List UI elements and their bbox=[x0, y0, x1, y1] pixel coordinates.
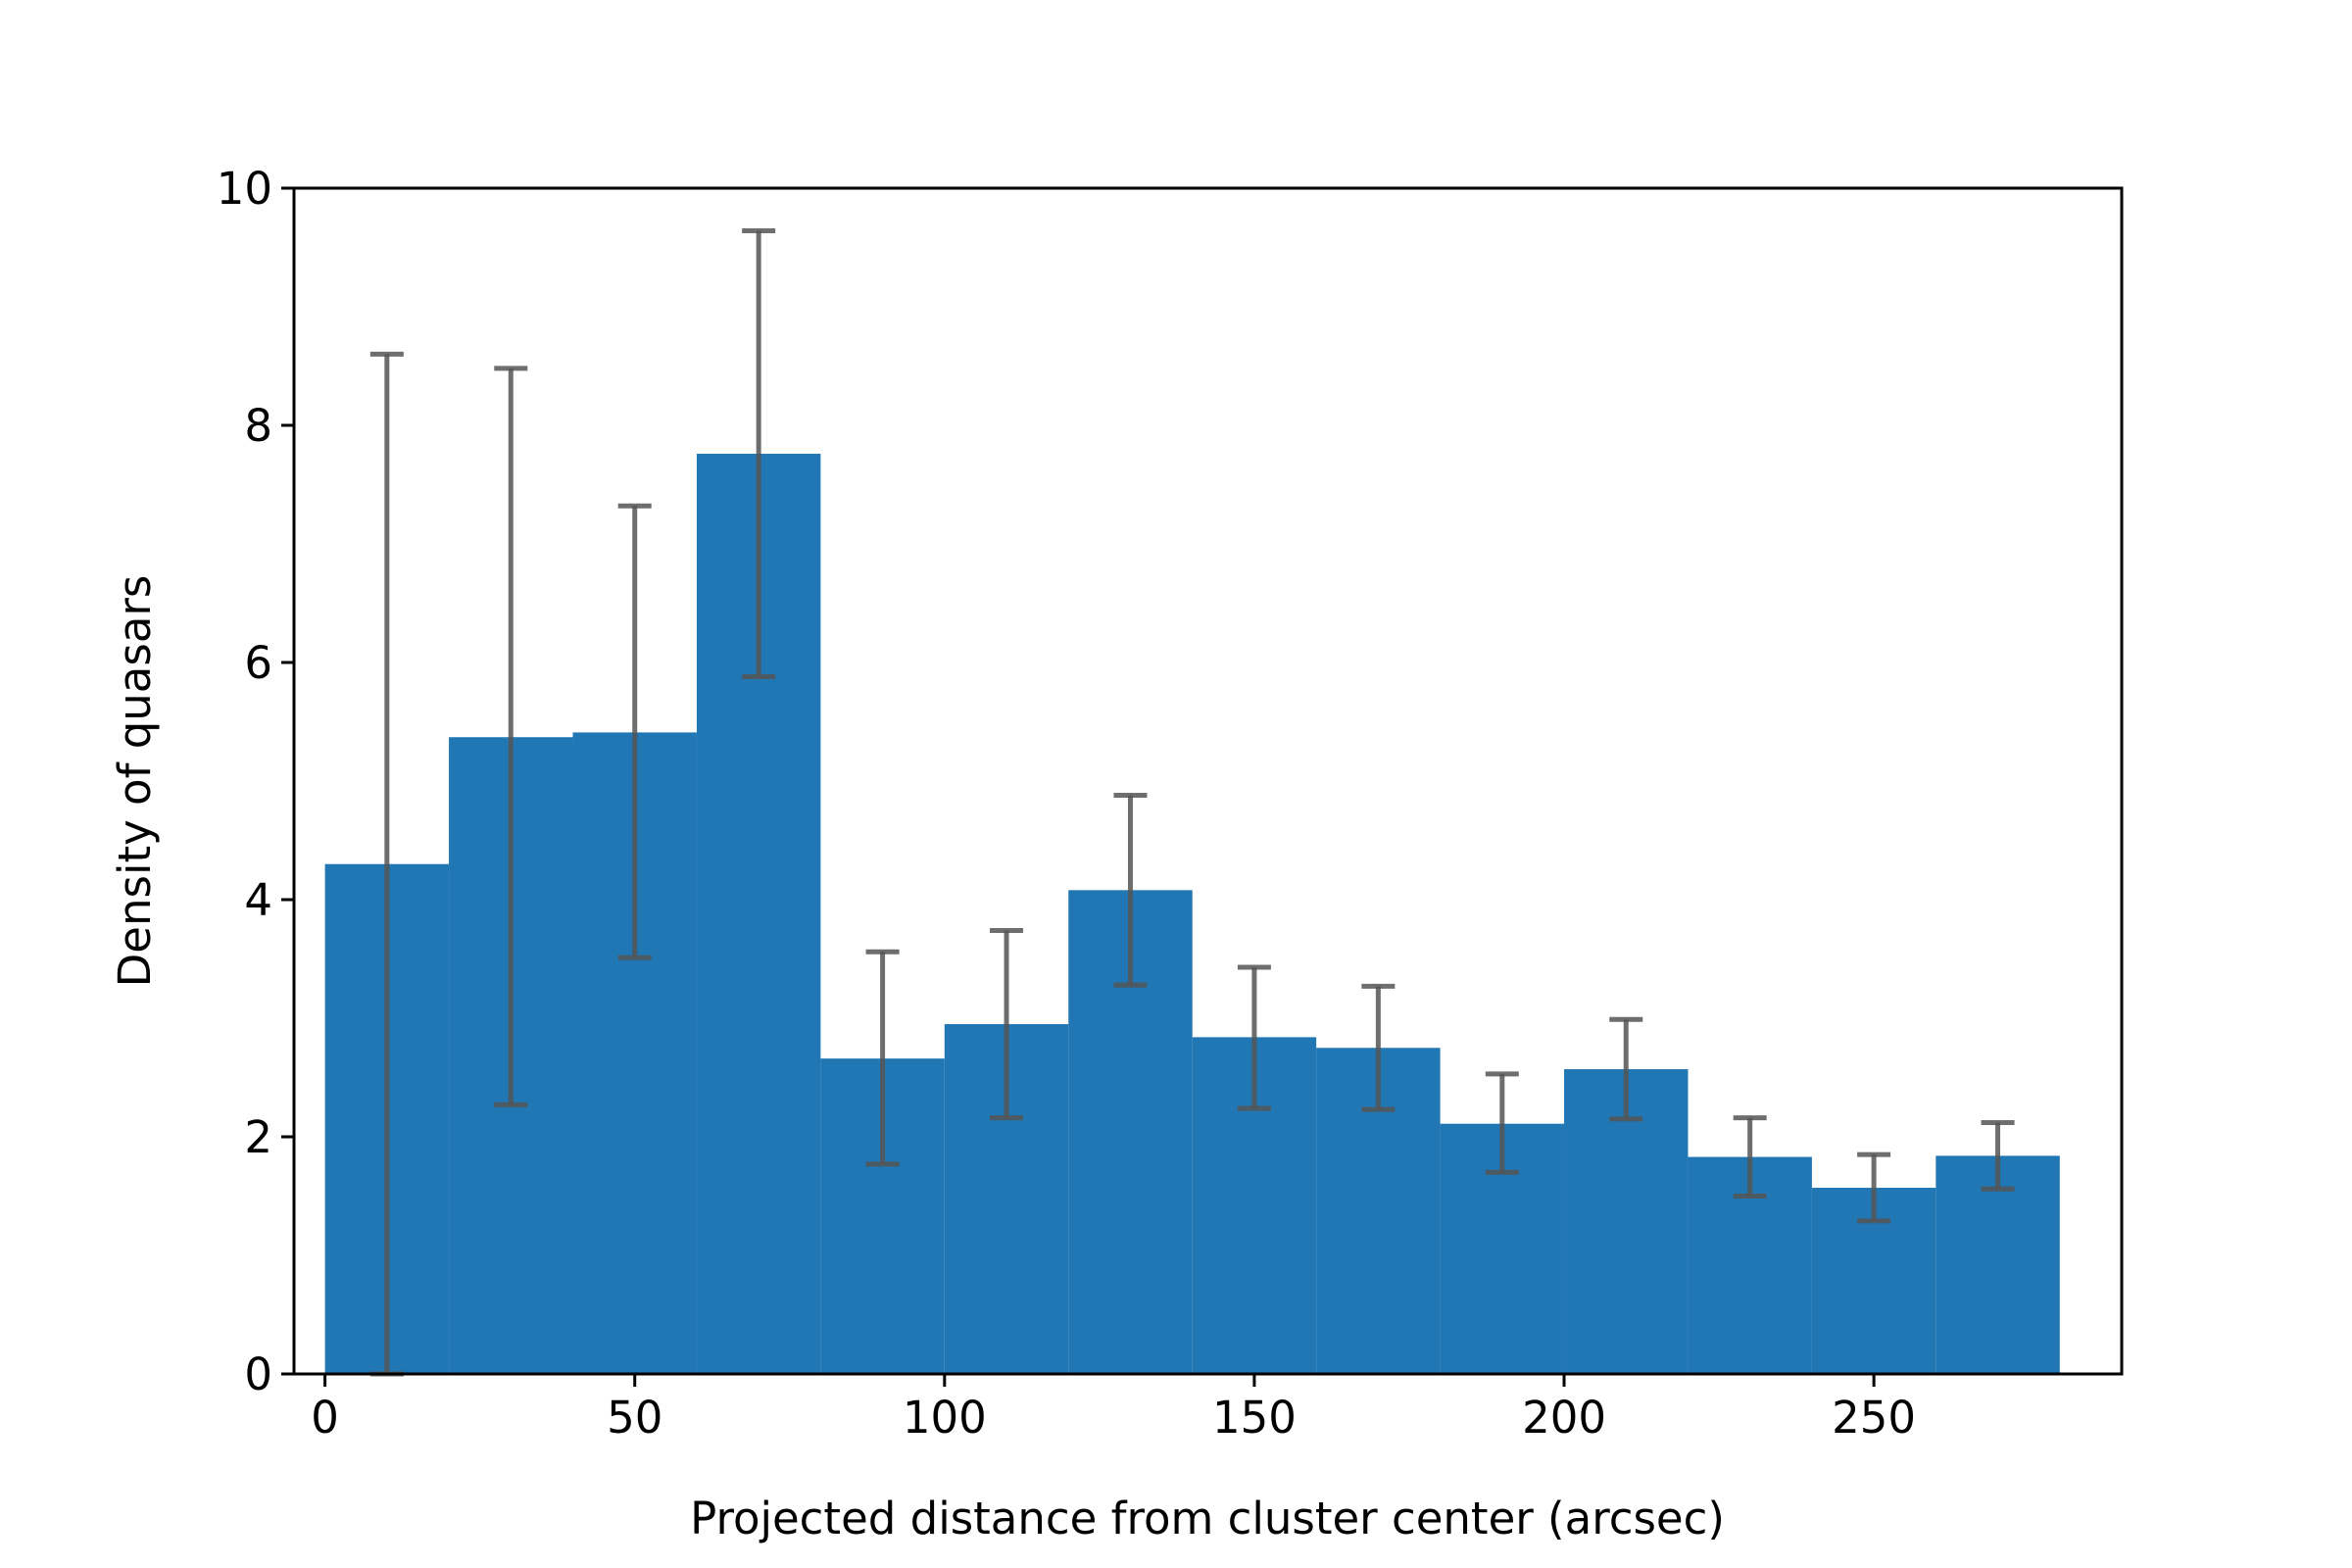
error-bar bbox=[1361, 983, 1396, 1112]
x-axis-label: Projected distance from cluster center (… bbox=[690, 1493, 1725, 1544]
x-tick-label: 200 bbox=[1522, 1392, 1606, 1444]
error-bar bbox=[617, 503, 652, 960]
y-tick-label: 6 bbox=[244, 637, 272, 689]
histogram-bar bbox=[1936, 1155, 2060, 1374]
error-bar bbox=[1237, 964, 1271, 1111]
y-axis-ticks: 0 2 4 6 8 10 bbox=[217, 163, 294, 1400]
error-bar bbox=[1981, 1119, 2015, 1192]
x-tick-label: 50 bbox=[607, 1392, 662, 1444]
error-bar bbox=[1485, 1071, 1519, 1175]
error-bar bbox=[1113, 793, 1148, 988]
error-bar bbox=[865, 949, 900, 1167]
plot-frame bbox=[292, 186, 2124, 1376]
bars-layer bbox=[324, 454, 2060, 1374]
y-tick-label: 8 bbox=[244, 400, 272, 452]
errorbars-layer bbox=[369, 228, 2015, 1377]
error-bar bbox=[990, 927, 1024, 1121]
x-tick-label: 150 bbox=[1212, 1392, 1297, 1444]
y-tick-label: 2 bbox=[244, 1111, 272, 1163]
error-bar bbox=[494, 366, 528, 1107]
x-tick-label: 100 bbox=[903, 1392, 987, 1444]
error-bar bbox=[742, 228, 776, 680]
x-axis-ticks: 0 50 100 150 200 250 bbox=[311, 1374, 1916, 1444]
x-tick-label: 0 bbox=[311, 1392, 339, 1444]
y-tick-label: 0 bbox=[244, 1348, 272, 1400]
y-tick-label: 10 bbox=[217, 163, 272, 215]
y-tick-label: 4 bbox=[244, 874, 272, 926]
error-bar bbox=[1733, 1115, 1767, 1199]
error-bar bbox=[1609, 1016, 1643, 1122]
y-axis-label: Density of quasars bbox=[109, 575, 161, 988]
x-tick-label: 250 bbox=[1832, 1392, 1916, 1444]
error-bar bbox=[1857, 1152, 1891, 1224]
